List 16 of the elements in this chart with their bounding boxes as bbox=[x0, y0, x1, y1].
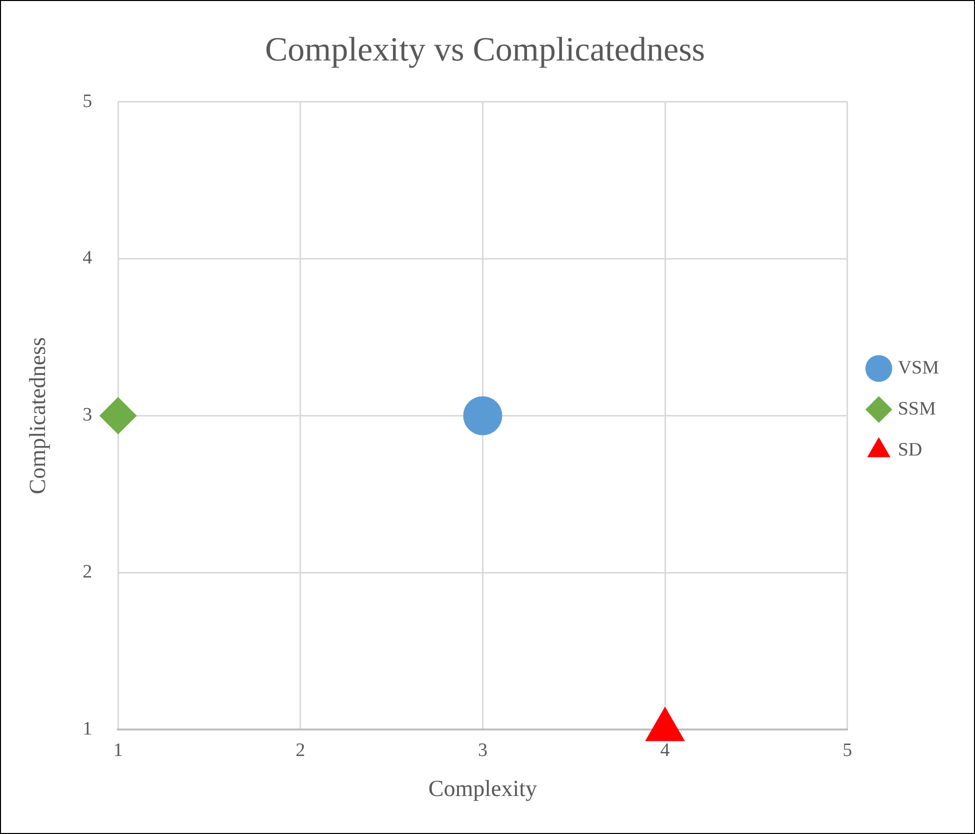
y-tick-label: 4 bbox=[82, 248, 93, 269]
legend-label: VSM bbox=[898, 357, 940, 378]
y-tick-label: 5 bbox=[82, 90, 92, 112]
y-tick-label: 3 bbox=[82, 404, 92, 426]
y-tick-label: 1 bbox=[82, 718, 92, 740]
x-tick-label: 2 bbox=[296, 740, 306, 761]
chart-title: Complexity vs Complicatedness bbox=[264, 31, 706, 68]
x-tick-label: 4 bbox=[660, 740, 670, 761]
x-axis-title: Complexity bbox=[428, 776, 538, 802]
legend-label: SD bbox=[898, 439, 922, 460]
x-tick-label: 1 bbox=[113, 740, 123, 761]
legend-label: SSM bbox=[898, 398, 936, 420]
y-axis-title: Complicatedness bbox=[24, 337, 50, 494]
x-tick-label: 5 bbox=[842, 740, 852, 761]
x-tick-label: 3 bbox=[478, 740, 488, 761]
y-tick-label: 2 bbox=[82, 562, 92, 583]
